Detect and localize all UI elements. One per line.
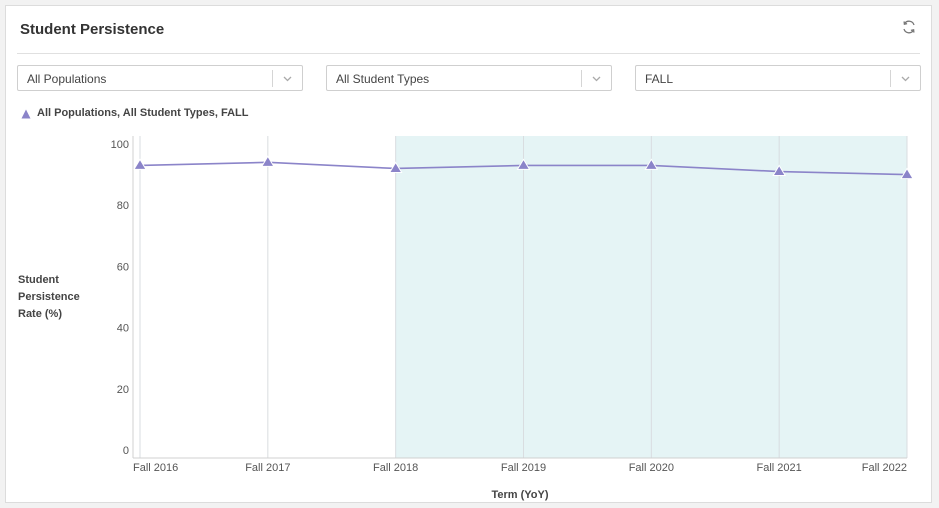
legend-label: All Populations, All Student Types, FALL (37, 107, 249, 119)
x-axis-title: Term (YoY) (491, 489, 548, 501)
population-select[interactable]: All Populations (17, 65, 303, 91)
student-type-select[interactable]: All Student Types (326, 65, 612, 91)
x-tick-label: Fall 2021 (757, 462, 802, 474)
x-tick-label: Fall 2020 (629, 462, 674, 474)
select-separator (272, 70, 273, 87)
x-tick-label: Fall 2016 (133, 462, 178, 474)
header-divider (17, 53, 920, 54)
y-tick-label: 40 (117, 323, 129, 335)
data-point-marker (516, 158, 531, 170)
term-select[interactable]: FALL (635, 65, 921, 91)
chevron-down-icon (592, 76, 601, 82)
data-point-marker (388, 161, 403, 173)
y-tick-label: 60 (117, 261, 129, 273)
x-tick-label: Fall 2019 (501, 462, 546, 474)
y-tick-label: 100 (111, 139, 129, 151)
x-tick-label: Fall 2018 (373, 462, 418, 474)
data-point-marker (644, 158, 659, 170)
refresh-icon[interactable] (901, 19, 917, 35)
y-tick-label: 0 (123, 445, 129, 457)
student-type-select-value: All Student Types (336, 72, 430, 86)
select-separator (581, 70, 582, 87)
x-tick-label: Fall 2022 (862, 462, 907, 474)
data-point-marker (260, 155, 275, 167)
chevron-down-icon (901, 76, 910, 82)
chevron-down-icon (283, 76, 292, 82)
select-separator (890, 70, 891, 87)
y-axis-title: Student Persistence Rate (%) (18, 274, 80, 320)
card-title: Student Persistence (20, 21, 165, 38)
data-point-marker (772, 164, 787, 177)
triangle-marker-icon (21, 109, 31, 119)
y-tick-label: 80 (117, 200, 129, 212)
x-tick-label: Fall 2017 (245, 462, 290, 474)
data-point-marker (133, 158, 147, 170)
y-tick-label: 20 (117, 384, 129, 396)
data-point-marker (900, 167, 914, 180)
term-select-value: FALL (645, 72, 674, 86)
population-select-value: All Populations (27, 72, 107, 86)
